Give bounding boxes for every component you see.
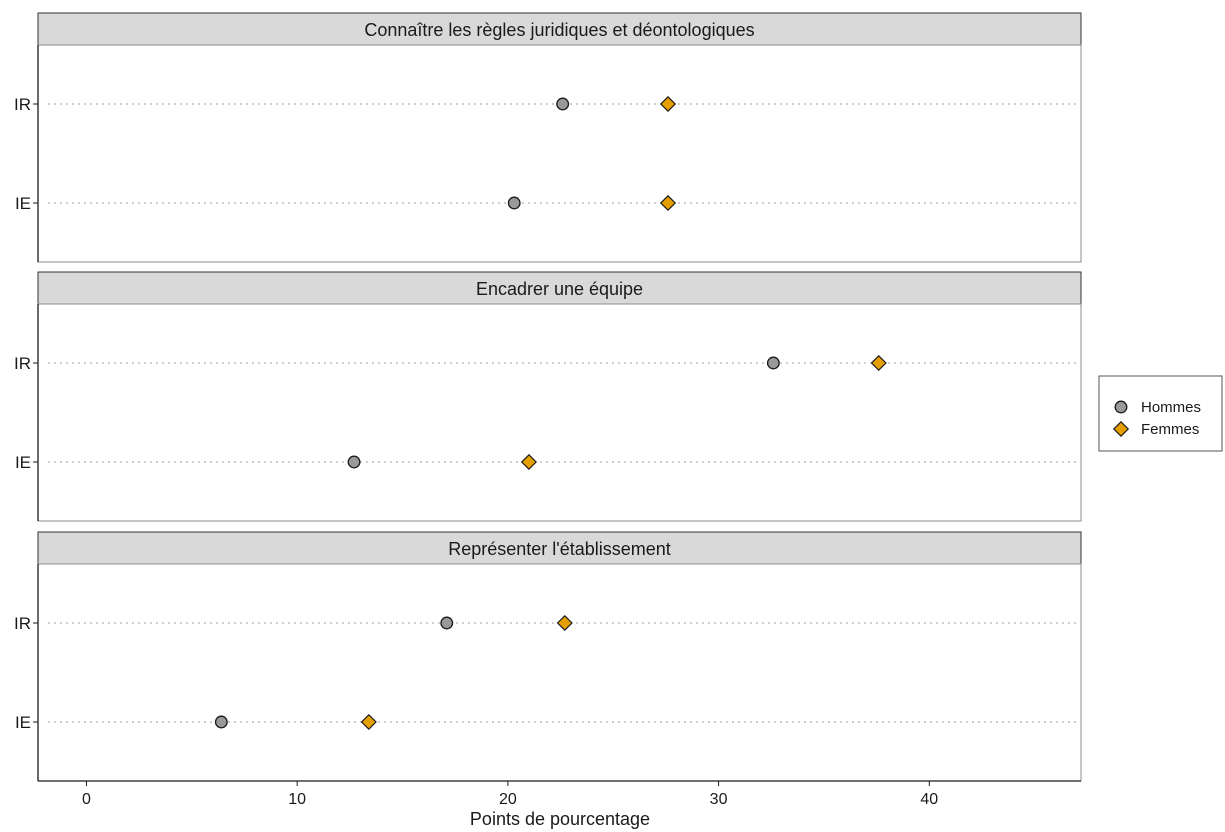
- category-label: IR: [14, 614, 31, 633]
- facet-title: Connaître les règles juridiques et déont…: [364, 20, 754, 40]
- x-axis-title: Points de pourcentage: [470, 809, 650, 829]
- facet-strip: [37, 271, 1082, 305]
- point-femmes: [870, 354, 887, 372]
- legend-key-femmes: [1112, 420, 1130, 438]
- legend-label: Hommes: [1141, 399, 1201, 416]
- category-label: IE: [15, 194, 31, 213]
- facet-panel: Connaître les règles juridiques et déont…: [14, 12, 1082, 263]
- point-femmes: [556, 614, 573, 632]
- x-tick-label: 10: [288, 791, 306, 808]
- point-hommes: [556, 97, 570, 111]
- category-label: IR: [14, 95, 31, 114]
- panel-border: [37, 303, 1082, 522]
- panel-border: [37, 44, 1082, 263]
- point-hommes: [214, 715, 228, 729]
- x-tick-label: 0: [82, 791, 91, 808]
- facet-strip: [37, 12, 1082, 46]
- facet-panel: Encadrer une équipe IR IE: [14, 271, 1082, 522]
- panels: Connaître les règles juridiques et déont…: [14, 12, 1082, 782]
- legend-label: Femmes: [1141, 421, 1199, 438]
- x-tick-label: 30: [710, 791, 728, 808]
- point-hommes: [766, 356, 780, 370]
- category-label: IE: [15, 713, 31, 732]
- x-tick-label: 40: [920, 791, 938, 808]
- legend-box: [1098, 375, 1223, 452]
- point-hommes: [347, 455, 361, 469]
- point-femmes: [360, 713, 377, 731]
- point-hommes: [440, 616, 454, 630]
- facet-panel: Représenter l'établissement IR IE: [14, 531, 1082, 782]
- category-label: IR: [14, 354, 31, 373]
- legend: Hommes Femmes: [1098, 375, 1223, 452]
- point-hommes: [507, 196, 521, 210]
- x-axis: 0 10 20 30 40: [82, 781, 938, 808]
- x-tick-label: 20: [499, 791, 517, 808]
- point-femmes: [659, 194, 677, 212]
- point-femmes: [659, 95, 677, 113]
- facet-title: Représenter l'établissement: [448, 539, 671, 559]
- legend-key-hommes: [1114, 400, 1128, 414]
- facet-title: Encadrer une équipe: [476, 279, 643, 299]
- category-label: IE: [15, 453, 31, 472]
- panel-border: [37, 563, 1082, 782]
- point-femmes: [520, 453, 537, 471]
